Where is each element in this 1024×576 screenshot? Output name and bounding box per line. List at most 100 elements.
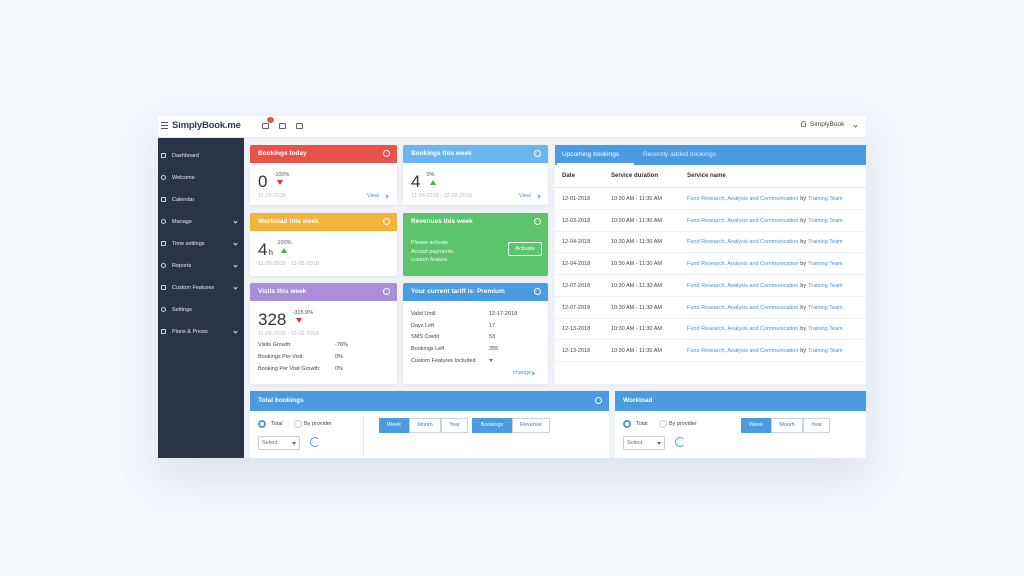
refresh-icon[interactable] [675,437,685,447]
activate-button[interactable]: Activate [508,242,542,256]
cell-provider[interactable]: Training Team [808,261,843,268]
info-icon[interactable] [534,288,541,295]
tariff-value: 53 [489,334,496,341]
dropdown-caret[interactable] [489,358,493,362]
select-text: Select [627,440,643,446]
button[interactable]: Year [803,418,830,433]
menu-icon-bar[interactable] [161,122,168,124]
card-title: Bookings today [258,150,307,157]
panel-divider [363,416,364,456]
cell-provider[interactable]: Training Team [808,282,843,289]
radio-selected[interactable] [258,420,266,428]
cell-duration: 10:30 AM - 11:30 AM [611,239,662,246]
cell-connector: by [800,217,807,224]
card-header [403,213,548,231]
cell-provider[interactable]: Training Team [808,196,843,202]
sidebar-item[interactable]: Plans & Prices [172,329,208,335]
sidebar-icon [161,307,166,312]
sidebar-icon [161,219,166,224]
bookings-panel [555,145,866,384]
stat-value: 0 [258,172,268,191]
info-icon[interactable] [534,150,541,157]
tariff-label: Days Left [411,322,435,329]
sidebar-item[interactable]: Dashboard [172,153,199,159]
toolbar-icon[interactable] [296,123,303,129]
button[interactable]: Month [409,418,441,433]
tab[interactable]: Recently added bookings [643,151,716,158]
button[interactable]: Year [441,418,468,433]
cell-provider[interactable]: Training Team [808,304,843,311]
tariff-label: Valid Until: [411,311,437,317]
cell-service[interactable]: Fund Research, Analysis and Communicatio… [687,217,799,224]
cell-connector: by [800,304,807,311]
cell-service[interactable]: Fund Research, Analysis and Communicatio… [687,261,799,268]
cell-provider[interactable]: Training Team [808,239,843,246]
info-icon[interactable] [383,150,390,157]
card-link[interactable]: change [513,370,532,376]
panel-title: Total bookings [258,397,304,404]
cell-provider[interactable]: Training Team [808,217,843,224]
row-rule [555,209,866,210]
sidebar-item[interactable]: Manage [172,219,192,225]
cell-date: 12-01-2018 [562,196,591,202]
cell-service[interactable]: Fund Research, Analysis and Communicatio… [687,304,799,311]
sidebar-icon [161,153,166,158]
menu-icon-bar[interactable] [161,125,168,127]
button[interactable]: Month [771,418,803,433]
revenue-text: Accept payments [411,248,454,255]
user-menu[interactable]: SimplyBook [810,121,845,128]
cell-service[interactable]: Fund Research, Analysis and Communicatio… [687,282,799,289]
radio-selected[interactable] [623,420,631,428]
cell-connector: by [800,196,807,202]
button[interactable]: Revenue [512,418,550,433]
sidebar-item[interactable]: Welcome [172,175,195,181]
radio-label: By provider [304,421,332,427]
sidebar-item[interactable]: Calendar [172,197,195,203]
revenue-text: custom feature [411,257,448,263]
sidebar-item[interactable]: Settings [172,307,192,313]
user-icon [801,121,806,127]
info-icon[interactable] [383,218,390,225]
radio[interactable] [294,420,302,428]
sidebar-icon [161,197,166,202]
sidebar-item[interactable]: Custom Features [172,285,215,291]
cell-date: 12-13-2018 [562,347,591,354]
revenue-text: Please activate [411,240,449,246]
toolbar-icon[interactable] [279,123,286,129]
sidebar-item[interactable]: Reports [172,263,192,269]
radio[interactable] [659,420,667,428]
select[interactable] [258,436,300,450]
header-rule [555,187,866,188]
info-icon[interactable] [383,288,390,295]
select[interactable] [623,436,665,450]
card-link[interactable]: View [367,193,379,199]
cell-provider[interactable]: Training Team [808,347,843,354]
refresh-icon[interactable] [310,437,320,447]
cell-provider[interactable]: Training Team [808,326,843,333]
toolbar-icon[interactable] [262,123,269,129]
cell-service[interactable]: Fund Research, Analysis and Communicatio… [687,239,799,246]
cell-duration: 10:30 AM - 11:30 AM [611,326,662,333]
menu-icon-bar[interactable] [161,128,168,130]
stat-change: 0% [426,172,435,178]
cell-service[interactable]: Fund Research, Analysis and Communicatio… [687,196,799,202]
bookings-header [555,145,866,165]
cell-service[interactable]: Fund Research, Analysis and Communicatio… [687,326,799,333]
stat-date: 11-26-2018 - 12-02-2018 [411,193,472,199]
sidebar-item[interactable]: Time settings [172,241,205,247]
tab[interactable]: Upcoming bookings [562,151,620,158]
tariff-label: Custom Features Included [411,357,476,364]
button-active[interactable]: Bookings [472,418,512,433]
cell-service[interactable]: Fund Research, Analysis and Communicatio… [687,347,799,354]
card-link[interactable]: View [519,193,531,199]
button-active[interactable]: Week [741,418,771,433]
radio-label: By provider [669,421,697,427]
info-icon[interactable] [534,218,541,225]
info-icon[interactable] [595,397,602,404]
sidebar-icon [161,329,166,334]
cell-duration: 10:30 AM - 11:30 AM [611,217,662,224]
tab-underline [557,163,634,165]
stat-value: 328 [258,310,287,329]
button-active[interactable]: Week [379,418,409,433]
visits-label: Visits Growth: [258,342,292,348]
